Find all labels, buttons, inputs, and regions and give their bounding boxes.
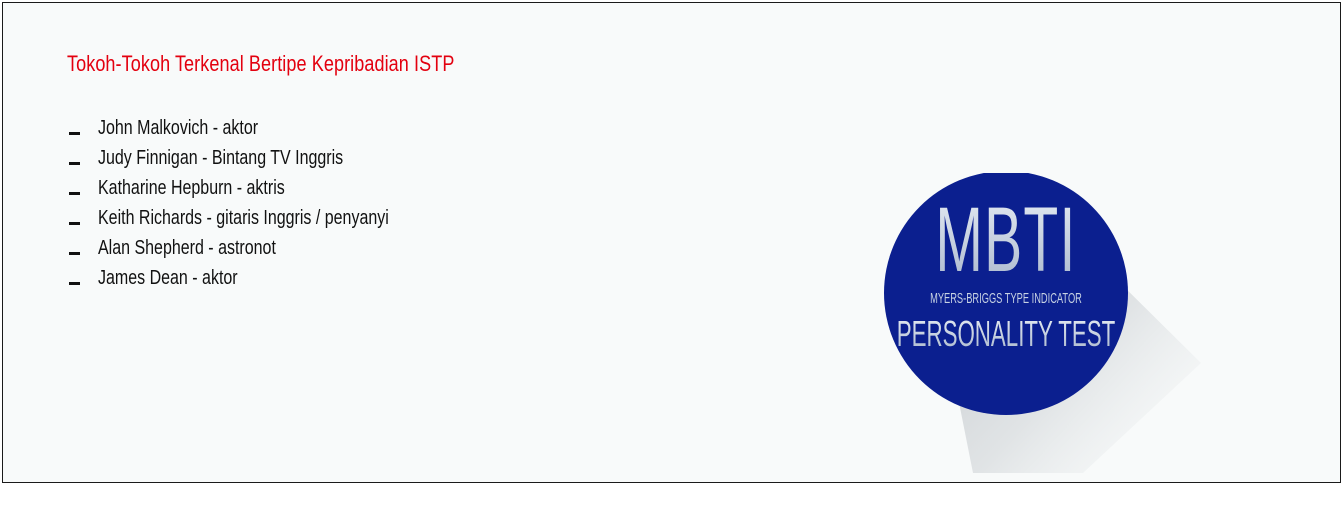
people-list: John Malkovich - aktor Judy Finnigan - B… <box>69 113 462 293</box>
badge-main-text: MBTI <box>935 189 1076 291</box>
list-item: Katharine Hepburn - aktris <box>69 173 462 203</box>
dash-bullet-icon <box>69 251 80 255</box>
list-item-text: Judy Finnigan - Bintang TV Inggris <box>98 147 344 169</box>
badge-tagline: PERSONALITY TEST <box>897 315 1116 355</box>
list-item-text: Katharine Hepburn - aktris <box>98 177 285 199</box>
content-card: Tokoh-Tokoh Terkenal Bertipe Kepribadian… <box>2 2 1341 483</box>
badge-subtitle: MYERS-BRIGGS TYPE INDICATOR <box>930 290 1082 307</box>
list-item: Keith Richards - gitaris Inggris / penya… <box>69 203 462 233</box>
dash-bullet-icon <box>69 281 80 285</box>
mbti-badge: MBTI MYERS-BRIGGS TYPE INDICATOR PERSONA… <box>883 173 1243 473</box>
list-item: Judy Finnigan - Bintang TV Inggris <box>69 143 462 173</box>
dash-bullet-icon <box>69 131 80 135</box>
list-item-text: Keith Richards - gitaris Inggris / penya… <box>98 207 389 229</box>
dash-bullet-icon <box>69 191 80 195</box>
list-item: Alan Shepherd - astronot <box>69 233 462 263</box>
badge-circle <box>884 173 1128 415</box>
list-item-text: John Malkovich - aktor <box>98 117 259 139</box>
dash-bullet-icon <box>69 161 80 165</box>
list-item-text: James Dean - aktor <box>98 267 238 289</box>
page-title: Tokoh-Tokoh Terkenal Bertipe Kepribadian… <box>67 51 455 76</box>
dash-bullet-icon <box>69 221 80 225</box>
list-item: James Dean - aktor <box>69 263 462 293</box>
list-item-text: Alan Shepherd - astronot <box>98 237 276 259</box>
list-item: John Malkovich - aktor <box>69 113 462 143</box>
mbti-logo-icon: MBTI MYERS-BRIGGS TYPE INDICATOR PERSONA… <box>884 173 1201 473</box>
